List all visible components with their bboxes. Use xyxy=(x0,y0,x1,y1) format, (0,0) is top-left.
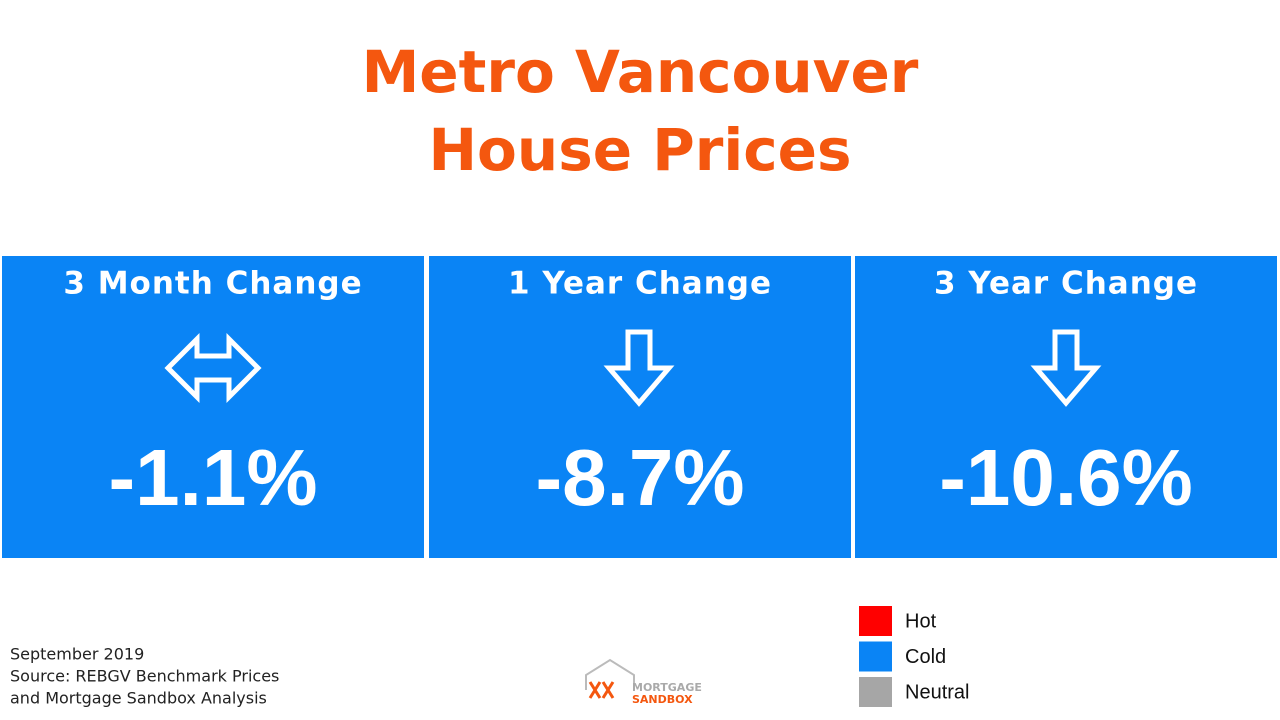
legend: Hot Cold Neutral xyxy=(859,606,969,707)
logo-text: SANDBOX xyxy=(632,693,693,706)
card-label: 3 Month Change xyxy=(63,266,362,302)
card xyxy=(855,256,1277,558)
legend-label: Neutral xyxy=(905,681,969,703)
footer-line: September 2019 xyxy=(10,645,144,664)
cards: 3 Month Change -1.1% 1 Year Change -8.7% 3 Y… xyxy=(2,256,1277,558)
card xyxy=(429,256,851,558)
flat-arrow-icon xyxy=(164,332,262,404)
footer-line: Source: REBGV Benchmark Prices xyxy=(10,667,279,686)
card-label: 1 Year Change xyxy=(508,266,772,302)
card-value: -8.7% xyxy=(536,433,745,522)
logo: MORTGAGE SANDBOX xyxy=(585,658,702,706)
legend-swatch xyxy=(859,606,892,636)
card-label: 3 Year Change xyxy=(934,266,1198,302)
legend-swatch xyxy=(859,641,892,672)
down-arrow-icon xyxy=(1030,329,1102,407)
legend-label: Cold xyxy=(905,646,946,668)
title-line: House Prices xyxy=(429,116,852,184)
card-value: -10.6% xyxy=(939,433,1192,522)
down-arrow-icon xyxy=(603,329,675,407)
legend-label: Hot xyxy=(905,610,937,632)
logo-text: MORTGAGE xyxy=(632,681,702,694)
footer-line: and Mortgage Sandbox Analysis xyxy=(10,689,267,708)
title-line: Metro Vancouver xyxy=(362,38,919,106)
logo-house xyxy=(585,658,635,690)
legend-swatch xyxy=(859,677,892,707)
card-value: -1.1% xyxy=(109,433,318,522)
card xyxy=(2,256,424,558)
logo-mark xyxy=(588,681,615,699)
